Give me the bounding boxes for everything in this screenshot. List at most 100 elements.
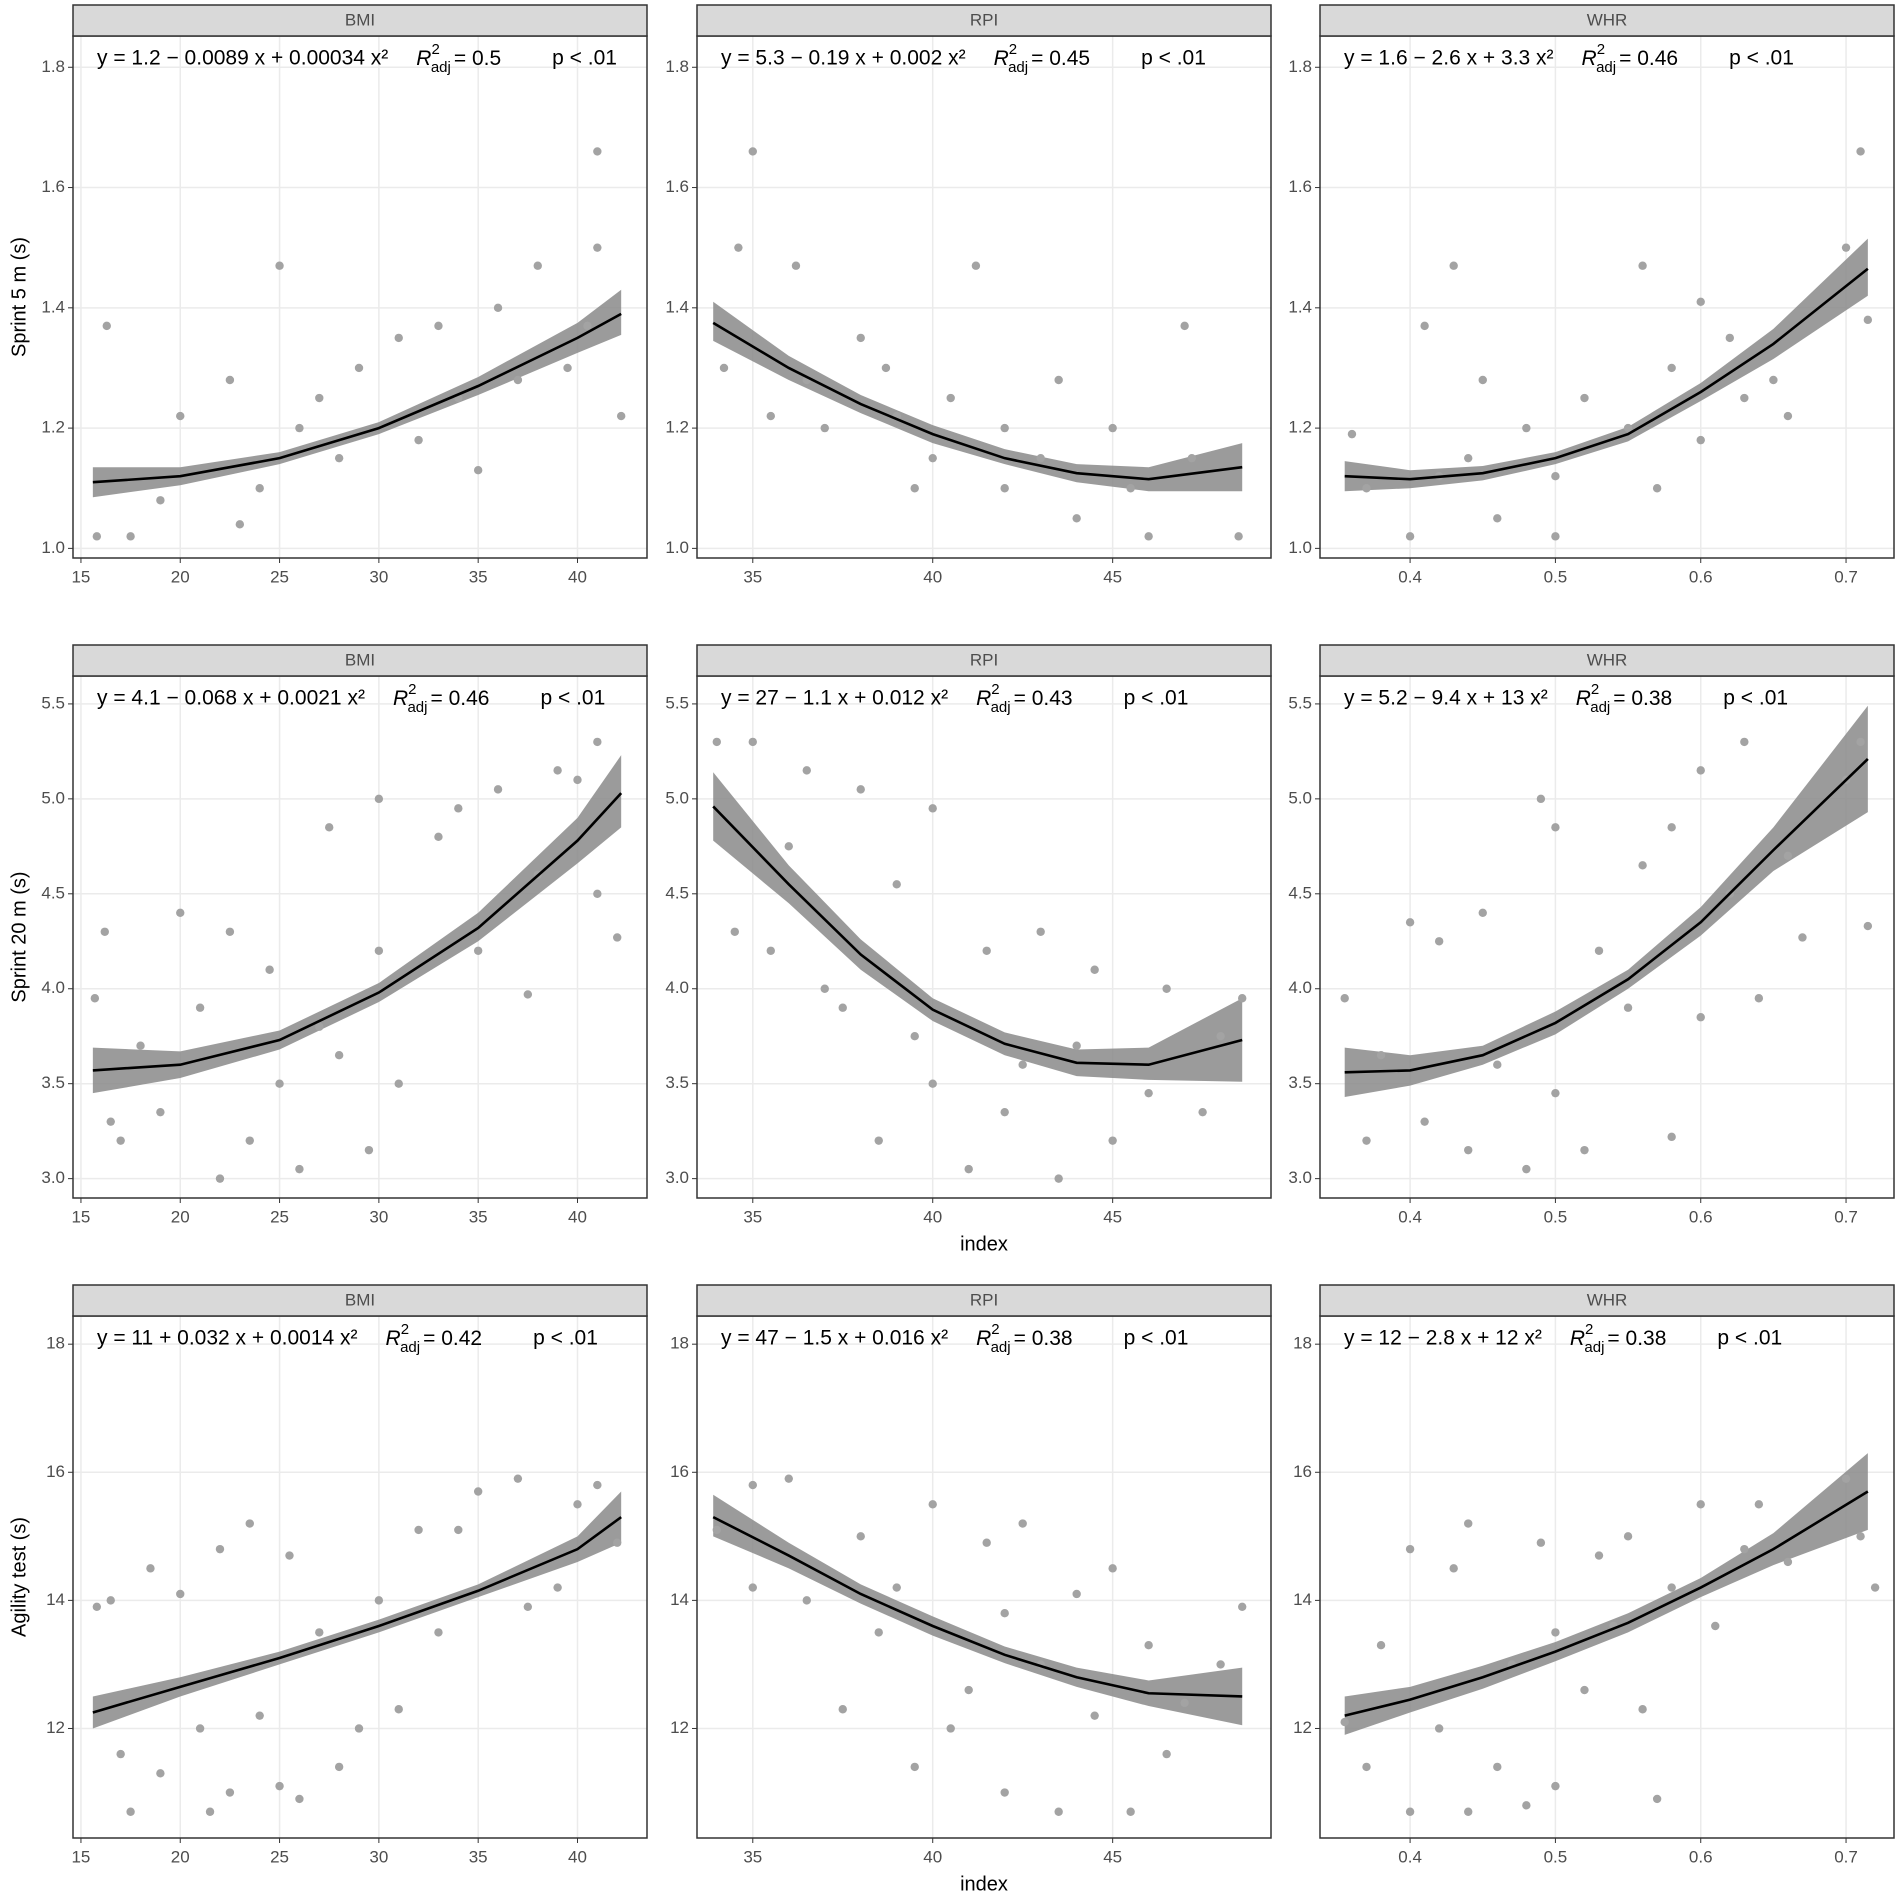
data-point: [712, 1525, 721, 1535]
data-point: [1623, 423, 1633, 433]
data-point: [1376, 1641, 1386, 1650]
data-point: [946, 1724, 955, 1733]
y-tick-label: 1.0: [41, 538, 65, 557]
y-tick-label: 16: [1293, 1462, 1312, 1481]
confidence-band: [1344, 705, 1868, 1097]
data-point: [1018, 1519, 1027, 1528]
y-tick-label: 1.2: [41, 418, 65, 437]
confidence-band: [713, 1494, 1243, 1726]
data-point: [434, 832, 443, 842]
data-point: [364, 1145, 374, 1155]
data-point: [1405, 918, 1415, 927]
strip-label: WHR: [1587, 1290, 1628, 1309]
data-point: [1667, 1583, 1676, 1592]
data-point: [334, 453, 344, 463]
data-point: [1580, 393, 1589, 403]
data-point: [1783, 1557, 1793, 1567]
r-symbol: R: [994, 47, 1009, 70]
y-tick-label: 4.5: [1288, 883, 1312, 902]
data-point: [856, 785, 865, 794]
strip: [72, 644, 648, 677]
data-point: [766, 411, 775, 421]
data-point: [593, 243, 602, 252]
x-tick-label: 45: [1103, 1207, 1122, 1226]
panel: 1.0 1.2 1.4 1.6 1.8 0.4 0.5 0.6 0.7 WHR y = 1.6 − …: [1288, 4, 1895, 586]
marks: [712, 737, 1247, 1183]
data-point: [1340, 1717, 1349, 1727]
confidence-band: [713, 772, 1243, 1082]
data-point: [275, 261, 284, 270]
x-tick-label: 0.5: [1544, 1207, 1568, 1226]
marks: [92, 147, 626, 541]
r-symbol: R: [386, 1327, 401, 1350]
r-symbol: R: [976, 1327, 991, 1350]
data-point: [176, 908, 185, 917]
x-tick-label: 0.6: [1689, 1207, 1713, 1226]
y-tick-label: 18: [670, 1334, 689, 1353]
data-point: [613, 1538, 622, 1547]
data-point: [593, 737, 602, 747]
data-point: [394, 333, 403, 343]
confidence-band: [92, 289, 622, 498]
data-point: [1551, 1628, 1560, 1637]
strip-label: BMI: [345, 10, 375, 29]
data-point: [1856, 1532, 1865, 1541]
data-point: [1536, 794, 1546, 804]
data-point: [1180, 1698, 1189, 1708]
data-point: [493, 303, 503, 313]
data-point: [454, 804, 463, 813]
r-sub: adj: [991, 1339, 1011, 1356]
data-point: [928, 1500, 937, 1509]
data-point: [176, 1589, 185, 1599]
data-point: [1783, 851, 1793, 861]
x-tick-label: 0.7: [1834, 1847, 1858, 1866]
data-point: [275, 1079, 284, 1088]
data-point: [225, 927, 235, 936]
equation: y = 12 − 2.8 x + 12 x²: [1344, 1327, 1542, 1350]
r-symbol: R: [1582, 47, 1597, 70]
data-point: [1638, 261, 1647, 270]
y-axis-label: Sprint 20 m (s): [8, 871, 30, 1002]
r-sup: 2: [401, 1321, 409, 1338]
confidence-band: [92, 755, 622, 1094]
data-point: [1144, 532, 1153, 541]
x-tick-label: 40: [568, 1207, 587, 1226]
data-point: [523, 990, 533, 999]
data-point: [1740, 737, 1749, 747]
x-tick-label: 35: [469, 1207, 488, 1226]
data-point: [1376, 1051, 1386, 1060]
strip-label: BMI: [345, 1290, 375, 1309]
x-tick-label: 0.7: [1834, 1207, 1858, 1226]
data-point: [334, 1051, 344, 1060]
data-point: [1238, 1602, 1247, 1611]
data-point: [784, 1474, 793, 1483]
r-sup: 2: [1585, 1321, 1593, 1338]
equation: y = 1.6 − 2.6 x + 3.3 x²: [1344, 47, 1554, 70]
data-point: [784, 842, 793, 851]
data-point: [374, 794, 384, 804]
x-tick-label: 15: [71, 1847, 90, 1866]
strip: [696, 1284, 1272, 1317]
data-point: [325, 823, 334, 832]
r-sup: 2: [1009, 41, 1017, 58]
data-point: [573, 775, 582, 785]
data-point: [473, 946, 483, 955]
strip-label: WHR: [1587, 650, 1628, 669]
data-point: [1108, 423, 1117, 433]
data-point: [1216, 1660, 1225, 1669]
data-point: [295, 423, 304, 433]
strip: [696, 644, 1272, 677]
y-axis-label: Agility test (s): [8, 1517, 30, 1637]
equation: y = 27 − 1.1 x + 0.012 x²: [721, 687, 948, 710]
data-point: [971, 261, 981, 270]
marks: [712, 1474, 1247, 1816]
data-point: [354, 363, 364, 373]
data-point: [1551, 532, 1560, 541]
r-sub: adj: [991, 699, 1011, 716]
data-point: [146, 1564, 155, 1573]
y-tick-label: 4.0: [41, 978, 65, 997]
y-tick-label: 5.5: [41, 693, 65, 712]
data-point: [838, 1705, 847, 1714]
data-point: [982, 946, 991, 955]
y-tick-label: 1.4: [665, 297, 689, 316]
